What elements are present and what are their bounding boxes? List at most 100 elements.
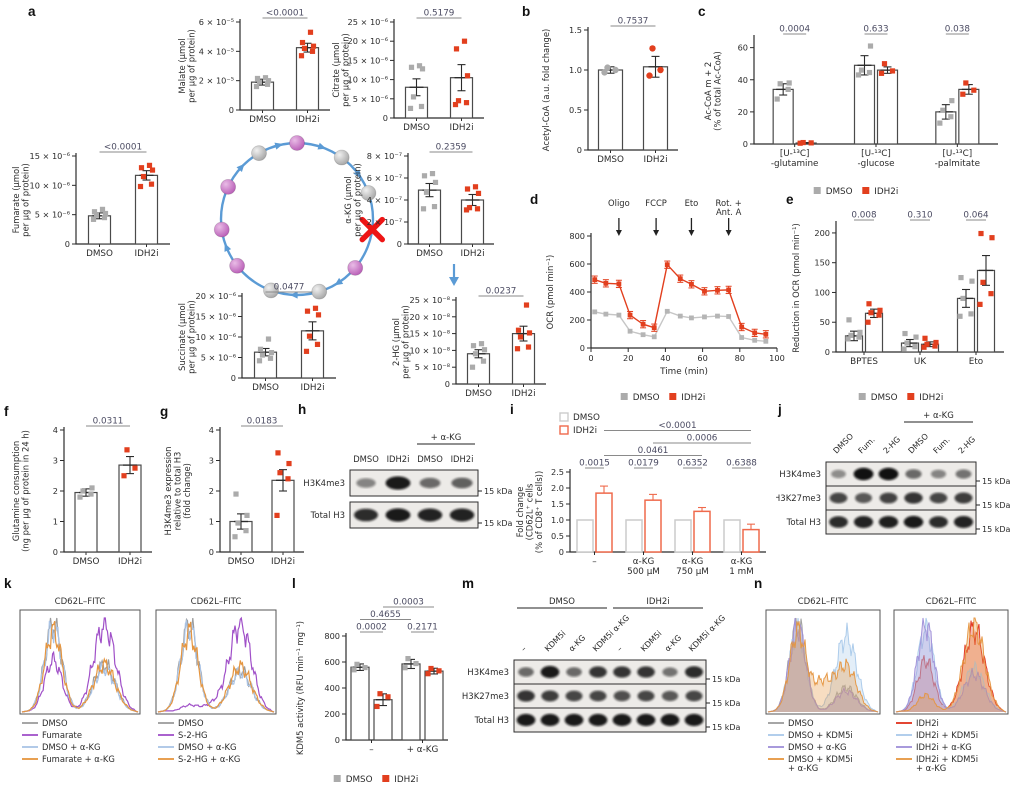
panel-letter-b: b xyxy=(522,4,531,19)
svg-text:DMSO + KDM5i: DMSO + KDM5i xyxy=(788,754,853,764)
svg-text:0.5: 0.5 xyxy=(569,105,582,115)
svg-text:1.0: 1.0 xyxy=(569,65,582,75)
svg-text:800: 800 xyxy=(324,631,340,641)
svg-text:15 × 10⁻⁶: 15 × 10⁻⁶ xyxy=(195,312,236,322)
svg-text:<0.0001: <0.0001 xyxy=(658,421,696,431)
svg-text:750 μM: 750 μM xyxy=(676,567,709,577)
svg-text:2.5: 2.5 xyxy=(551,467,564,477)
svg-text:20 × 10⁻⁶: 20 × 10⁻⁶ xyxy=(347,36,388,46)
panel-letter-l: l xyxy=(292,576,296,591)
svg-text:1 mM: 1 mM xyxy=(729,567,754,577)
panel-letter-k: k xyxy=(4,576,12,591)
svg-text:FCCP: FCCP xyxy=(645,198,667,208)
svg-text:2: 2 xyxy=(209,486,214,496)
svg-text:α-KG: α-KG xyxy=(663,633,683,653)
svg-text:10 × 10⁻⁶: 10 × 10⁻⁶ xyxy=(195,332,236,342)
svg-text:0.0183: 0.0183 xyxy=(247,417,278,427)
svg-text:DMSO: DMSO xyxy=(178,718,204,728)
svg-text:Time (min): Time (min) xyxy=(659,367,708,377)
svg-text:IDH2i: IDH2i xyxy=(387,454,410,464)
svg-text:+ α-KG: + α-KG xyxy=(788,763,818,773)
svg-text:DMSO: DMSO xyxy=(42,718,68,728)
svg-text:1.5: 1.5 xyxy=(551,499,564,509)
svg-text:IDH2i: IDH2i xyxy=(511,389,535,399)
panel-letter-j: j xyxy=(778,402,782,417)
svg-text:0: 0 xyxy=(229,105,234,115)
svg-text:10 × 10⁻⁶: 10 × 10⁻⁶ xyxy=(29,180,70,190)
svg-text:15 kDa: 15 kDa xyxy=(982,501,1011,510)
svg-text:DMSO + KDM5i: DMSO + KDM5i xyxy=(788,730,853,740)
svg-text:20 × 10⁻⁶: 20 × 10⁻⁶ xyxy=(195,291,236,301)
panel-letter-e: e xyxy=(786,192,794,207)
svg-text:Citrate (μmol: Citrate (μmol xyxy=(331,42,341,97)
svg-text:IDH2i: IDH2i xyxy=(460,249,484,259)
svg-text:0: 0 xyxy=(580,343,585,353)
svg-text:0.0004: 0.0004 xyxy=(779,25,810,35)
svg-text:80: 80 xyxy=(735,353,745,363)
svg-text:H3K27me3: H3K27me3 xyxy=(462,692,509,702)
svg-text:IDH2i: IDH2i xyxy=(295,115,319,125)
svg-text:IDH2i: IDH2i xyxy=(681,393,705,403)
svg-text:200: 200 xyxy=(324,709,340,719)
svg-text:KDM5i: KDM5i xyxy=(639,629,663,653)
svg-text:IDH2i: IDH2i xyxy=(451,454,474,464)
svg-text:per μg of protein): per μg of protein) xyxy=(21,163,31,237)
svg-text:0.2171: 0.2171 xyxy=(407,623,438,633)
svg-text:0.038: 0.038 xyxy=(945,25,970,35)
svg-text:α-KG: α-KG xyxy=(731,557,753,567)
svg-text:0.0237: 0.0237 xyxy=(486,287,517,297)
svg-text:DMSO: DMSO xyxy=(871,393,898,403)
svg-text:DMSO: DMSO xyxy=(788,718,814,728)
svg-text:6 × 10⁻⁷: 6 × 10⁻⁷ xyxy=(367,173,402,183)
svg-text:5 × 10⁻⁶: 5 × 10⁻⁶ xyxy=(35,210,71,220)
svg-text:DMSO: DMSO xyxy=(832,432,856,456)
acetyl-coa-bar-chart: 0 0.5 1.0 1.5 Acetyl-CoA (a.u. fold change) D… xyxy=(540,8,690,186)
svg-text:<0.0001: <0.0001 xyxy=(266,9,304,19)
svg-text:Fumarate + α-KG: Fumarate + α-KG xyxy=(42,754,115,764)
svg-text:-palmitate: -palmitate xyxy=(935,159,980,169)
citrate-bar-chart: 0 5 × 10⁻⁶ 10 × 10⁻⁶ 15 × 10⁻⁶ 20 × 10⁻⁶ 25 ×… xyxy=(330,2,494,150)
svg-text:0: 0 xyxy=(588,353,593,363)
svg-text:1: 1 xyxy=(209,517,214,527)
svg-text:IDH2i + KDM5i: IDH2i + KDM5i xyxy=(916,730,978,740)
svg-text:10 × 10⁻⁶: 10 × 10⁻⁶ xyxy=(347,75,388,85)
svg-text:0.0477: 0.0477 xyxy=(274,283,305,293)
svg-text:15 kDa: 15 kDa xyxy=(982,477,1011,486)
svg-text:H3K4me3 expression: H3K4me3 expression xyxy=(163,447,173,536)
svg-text:Eto: Eto xyxy=(685,198,699,208)
svg-text:400: 400 xyxy=(324,683,340,693)
svg-text:KDM5i α-KG: KDM5i α-KG xyxy=(687,613,727,653)
svg-text:H3K4me3: H3K4me3 xyxy=(303,479,345,489)
svg-text:4: 4 xyxy=(209,425,214,435)
svg-text:[U-¹³C]: [U-¹³C] xyxy=(942,149,972,159)
svg-text:0.0015: 0.0015 xyxy=(579,459,610,469)
svg-text:0.008: 0.008 xyxy=(851,211,876,221)
glutamine-consumption-bar-chart: 0 1 2 3 4 Glutamine consumption (ng per μg of … xyxy=(10,408,162,586)
svg-text:5 × 10⁻⁸: 5 × 10⁻⁸ xyxy=(415,362,450,372)
svg-text:2-HG: 2-HG xyxy=(882,435,903,456)
svg-text:0.310: 0.310 xyxy=(907,211,933,221)
svg-text:IDH2i + KDM5i: IDH2i + KDM5i xyxy=(916,754,978,764)
svg-text:α-KG (μmol: α-KG (μmol xyxy=(343,176,353,223)
svg-text:per μg of protein): per μg of protein) xyxy=(401,305,411,379)
svg-text:15 × 10⁻⁶: 15 × 10⁻⁶ xyxy=(347,55,388,65)
svg-text:IDH2i: IDH2i xyxy=(300,383,324,393)
svg-text:0.7537: 0.7537 xyxy=(618,17,649,27)
svg-text:Malate (μmol: Malate (μmol xyxy=(177,38,187,93)
svg-text:DMSO: DMSO xyxy=(228,557,255,567)
alpha-kg-bar-chart: 0 2 × 10⁻⁷ 4 × 10⁻⁷ 6 × 10⁻⁷ 8 × 10⁻⁷ α-KG (μ… xyxy=(342,134,504,278)
flow-histogram-k-right: CD62L–FITC DMSO S-2-HG DMSO + α-KG S-2-HG + … xyxy=(150,594,282,790)
svg-text:0: 0 xyxy=(397,239,402,249)
fumarate-bar-chart: 0 5 × 10⁻⁶ 10 × 10⁻⁶ 15 × 10⁻⁶ Fumarate (μmo… xyxy=(10,136,182,278)
svg-text:–: – xyxy=(519,644,528,653)
svg-text:Total H3: Total H3 xyxy=(474,716,509,726)
svg-text:200: 200 xyxy=(569,315,585,325)
svg-text:DMSO: DMSO xyxy=(826,187,853,197)
svg-text:4: 4 xyxy=(53,425,58,435)
svg-text:Fum.: Fum. xyxy=(857,435,877,455)
flow-histogram-n-right: CD62L–FITC IDH2i IDH2i + KDM5i IDH2i + α-KG… xyxy=(888,594,1014,790)
svg-text:IDH2i: IDH2i xyxy=(134,249,158,259)
svg-text:Total H3: Total H3 xyxy=(786,518,821,528)
svg-text:Ac-CoA m + 2: Ac-CoA m + 2 xyxy=(703,62,713,120)
